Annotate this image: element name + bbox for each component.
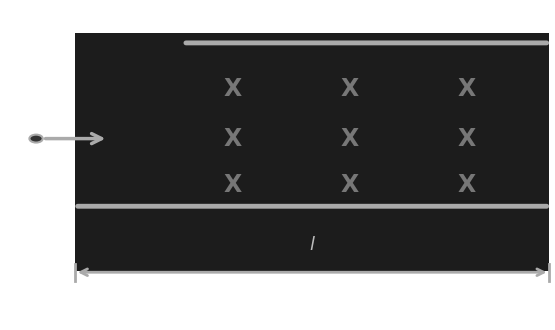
Text: X: X bbox=[457, 77, 475, 101]
Text: X: X bbox=[457, 127, 475, 150]
Text: X: X bbox=[224, 77, 242, 101]
Text: X: X bbox=[341, 127, 359, 150]
Bar bbox=[75, 33, 549, 271]
Text: X: X bbox=[224, 173, 242, 197]
Text: X: X bbox=[457, 173, 475, 197]
Text: l: l bbox=[310, 236, 315, 254]
Text: X: X bbox=[224, 127, 242, 150]
Text: X: X bbox=[341, 173, 359, 197]
Text: X: X bbox=[341, 77, 359, 101]
Circle shape bbox=[29, 135, 43, 143]
